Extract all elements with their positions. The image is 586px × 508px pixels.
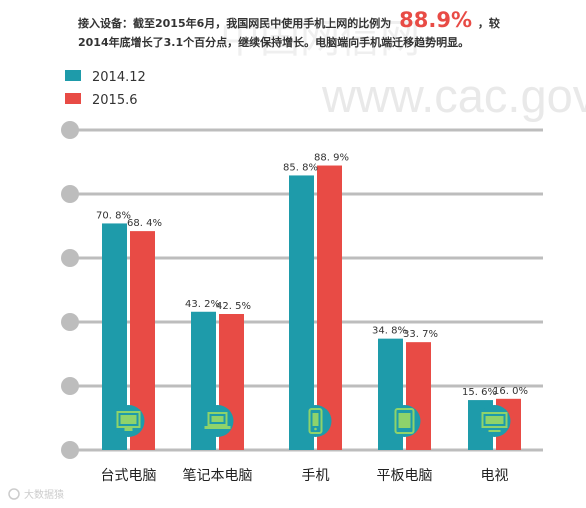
gridline-marker <box>61 185 79 203</box>
desktop-monitor-icon-stand <box>124 428 133 431</box>
bar-2015 <box>317 165 342 450</box>
category-labels: 台式电脑 笔记本电脑 手机 平板电脑 电视 <box>101 468 509 484</box>
data-label: 43. 2% <box>185 299 220 310</box>
gridline-marker <box>61 377 79 395</box>
category-label: 手机 <box>302 468 330 484</box>
desktop-monitor-icon <box>116 411 141 428</box>
data-label: 68. 4% <box>127 218 162 229</box>
gridline-marker <box>61 249 79 267</box>
mobile-phone-icon <box>308 408 323 434</box>
category-label: 平板电脑 <box>377 468 433 484</box>
mobile-phone-icon-screen <box>312 413 319 426</box>
data-label: 34. 8% <box>372 326 407 337</box>
data-label: 85. 8% <box>283 162 318 173</box>
legend-swatch-2015 <box>65 93 81 104</box>
watermark-cn: 中国网信网 <box>220 17 420 61</box>
header-line-1: 接入设备：截至2015年6月，我国网民中使用手机上网的比例为 88.9% ，较 <box>78 8 500 32</box>
laptop-icon <box>207 412 228 426</box>
data-labels: 70. 8%68. 4% 43. 2%42. 5% 85. 8%88. 9% 34. … <box>96 153 528 399</box>
laptop-icon-screen <box>211 416 224 422</box>
bar-2014 <box>289 175 314 450</box>
header-text-before: 接入设备：截至2015年6月，我国网民中使用手机上网的比例为 <box>78 16 391 30</box>
desktop-monitor-icon-screen <box>120 415 137 424</box>
data-label: 16. 0% <box>493 386 528 397</box>
data-label: 15. 6% <box>462 387 497 398</box>
category-icons <box>112 405 511 437</box>
tablet-icon-screen <box>398 413 411 428</box>
category-label: 电视 <box>481 468 509 484</box>
footer-logo: 大数据猿 <box>8 488 64 501</box>
tv-icon <box>481 412 508 428</box>
gridline-marker <box>61 121 79 139</box>
tv-icon-screen <box>485 416 504 424</box>
tablet-icon <box>394 408 415 434</box>
data-label: 70. 8% <box>96 210 131 221</box>
category-label: 笔记本电脑 <box>183 468 253 484</box>
gridline-marker <box>61 441 79 459</box>
mobile-phone-icon-button <box>314 427 317 431</box>
header-text-after: ，较 <box>478 16 500 30</box>
footer-logo-text: 大数据猿 <box>24 488 64 501</box>
legend-label-2014: 2014.12 <box>92 70 146 85</box>
legend: 2014.12 2015.6 <box>65 70 146 108</box>
footer-logo-icon <box>8 488 20 500</box>
gridline-marker <box>61 313 79 331</box>
header-highlight: 88.9% <box>399 8 472 32</box>
data-label: 88. 9% <box>314 153 349 164</box>
legend-label-2015: 2015.6 <box>92 93 138 108</box>
category-label: 台式电脑 <box>101 468 157 484</box>
data-label: 42. 5% <box>216 301 251 312</box>
data-label: 33. 7% <box>403 329 438 340</box>
legend-swatch-2014 <box>65 70 81 81</box>
watermark-site: www.cac.gov.cn <box>321 69 586 122</box>
header-line-2: 2014年底增长了3.1个百分点，继续保持增长。电脑端向手机端迁移趋势明显。 <box>78 35 469 49</box>
laptop-icon-base <box>204 426 231 429</box>
